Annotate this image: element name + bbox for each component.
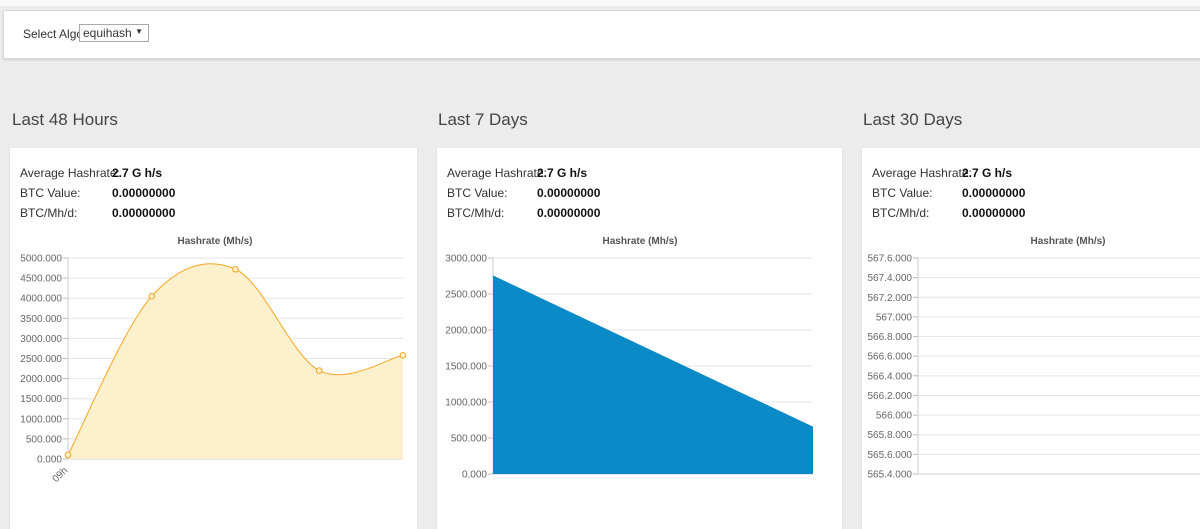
y-tick-label: 4500.000	[20, 274, 62, 285]
y-tick-label: 1500.000	[20, 394, 62, 405]
y-tick-label: 567.000	[876, 312, 913, 323]
y-tick-label: 3000.000	[20, 334, 62, 345]
data-point	[232, 265, 239, 273]
algo-toolbar: Select Algo: equihash ▼	[3, 10, 1200, 59]
chart-title: Hashrate (Mh/s)	[1030, 236, 1106, 247]
y-tick-label: 566.4.000	[868, 371, 913, 382]
panel-30d-card: Average Hashrate: 2.7 G h/s BTC Value: 0…	[862, 148, 1200, 529]
stat-value: 2.7 G h/s	[962, 166, 1013, 180]
stat-value: 0.00000000	[962, 186, 1026, 200]
y-tick-label: 565.8.000	[868, 430, 913, 441]
y-tick-label: 3000.000	[445, 254, 487, 265]
series-line	[492, 275, 814, 428]
stat-label: BTC Value:	[20, 186, 81, 200]
algo-select-label: Select Algo:	[23, 27, 87, 41]
y-tick-label: 0.000	[462, 470, 487, 481]
x-tick-label: 09h	[51, 465, 71, 485]
stat-value: 2.7 G h/s	[112, 166, 163, 180]
stat-value: 2.7 G h/s	[537, 166, 588, 180]
stat-label: BTC Value:	[872, 186, 933, 200]
y-tick-label: 5000.000	[20, 254, 62, 265]
y-tick-label: 0.000	[37, 455, 62, 466]
chevron-down-icon: ▼	[135, 27, 143, 36]
algo-select-value: equihash	[83, 26, 132, 40]
y-tick-label: 567.2.000	[868, 293, 913, 304]
stat-label: BTC/Mh/d:	[447, 206, 505, 220]
stat-value: 0.00000000	[962, 206, 1026, 220]
chart-title: Hashrate (Mh/s)	[602, 236, 678, 247]
stat-value: 0.00000000	[112, 186, 176, 200]
stat-label: Average Hashrate:	[447, 166, 547, 180]
y-tick-label: 500.000	[26, 434, 63, 445]
panel-7d-title: Last 7 Days	[438, 110, 528, 129]
top-strip	[0, 0, 1200, 6]
panel-7d-card: Average Hashrate: 2.7 G h/s BTC Value: 0…	[437, 148, 842, 529]
y-tick-label: 566.000	[876, 411, 913, 422]
y-tick-label: 2500.000	[445, 290, 487, 301]
y-tick-label: 1500.000	[445, 362, 487, 373]
y-tick-label: 2500.000	[20, 354, 62, 365]
y-tick-label: 565.4.000	[868, 470, 913, 481]
y-tick-label: 567.4.000	[868, 273, 913, 284]
series-line	[67, 263, 404, 456]
y-tick-label: 4000.000	[20, 294, 62, 305]
y-tick-label: 566.2.000	[868, 391, 913, 402]
stat-label: Average Hashrate:	[872, 166, 972, 180]
y-tick-label: 3500.000	[20, 314, 62, 325]
data-point	[315, 367, 323, 374]
algo-select[interactable]: equihash ▼	[79, 24, 149, 42]
stat-value: 0.00000000	[112, 206, 176, 220]
panel-48h-card: Average Hashrate: 2.7 G h/s BTC Value: 0…	[10, 148, 417, 529]
area-fill	[493, 276, 813, 474]
stat-value: 0.00000000	[537, 206, 601, 220]
panel-48h-title: Last 48 Hours	[12, 110, 118, 129]
hashrate-chart-7d: 0.000 500.000 1000.000 1500.000 2000.000 2500…	[445, 254, 814, 481]
stat-label: Average Hashrate:	[20, 166, 120, 180]
stat-label: BTC/Mh/d:	[20, 206, 78, 220]
y-tick-label: 566.6.000	[868, 352, 913, 363]
data-point	[64, 451, 72, 459]
chart-title: Hashrate (Mh/s)	[177, 236, 253, 247]
y-tick-label: 566.8.000	[868, 332, 913, 343]
y-tick-label: 1000.000	[445, 398, 487, 409]
area-fill	[68, 263, 403, 459]
data-point	[399, 351, 407, 359]
y-tick-label: 567.6.000	[868, 254, 913, 265]
panel-30d-title: Last 30 Days	[863, 110, 963, 129]
stat-label: BTC/Mh/d:	[872, 206, 930, 220]
y-tick-label: 2000.000	[445, 326, 487, 337]
hashrate-chart-30d: 565.4.000 565.6.000 565.8.000 566.000 566.2.…	[868, 254, 1200, 481]
stat-value: 0.00000000	[537, 186, 601, 200]
y-tick-label: 2000.000	[20, 374, 62, 385]
y-tick-label: 1000.000	[20, 414, 62, 425]
data-point	[148, 292, 156, 300]
stat-label: BTC Value:	[447, 186, 508, 200]
y-tick-label: 565.6.000	[868, 450, 913, 461]
y-tick-label: 500.000	[451, 434, 488, 445]
hashrate-chart-48h: 0.000 500.000 1000.000 1500.000 2000.000 2500…	[20, 254, 407, 485]
